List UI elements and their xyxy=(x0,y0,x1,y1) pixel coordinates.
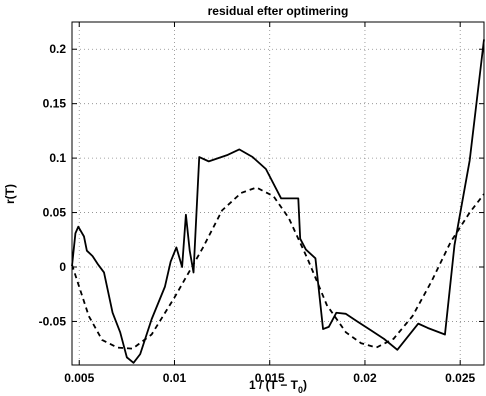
x-tick-label: 0.01 xyxy=(163,371,187,385)
series-layer xyxy=(71,39,485,364)
x-tick-label: 0.02 xyxy=(353,371,377,385)
dashed-series-line xyxy=(71,186,485,350)
solid-series-line xyxy=(71,39,485,364)
y-tick-label: 0 xyxy=(59,260,66,274)
x-axis-label-main: 1 / (T − T xyxy=(249,378,299,392)
x-tick-label: 0.015 xyxy=(255,371,285,385)
y-tick-label: 0.2 xyxy=(49,42,66,56)
y-tick-label: 0.15 xyxy=(43,97,67,111)
x-axis-label: 1 / (T − T0) xyxy=(249,378,307,395)
plot-frame xyxy=(71,21,485,366)
grid xyxy=(72,22,484,365)
ticks: 0.005 0.01 0.015 0.02 0.025 -0.05 0 0.05 0.1 0.15… xyxy=(39,22,484,385)
x-axis-label-subscript: 0 xyxy=(298,385,303,395)
y-tick-label: 0.05 xyxy=(43,206,67,220)
y-tick-label: 0.1 xyxy=(49,151,66,165)
y-axis-label: r(T) xyxy=(3,184,17,204)
chart-title: residual efter optimering xyxy=(208,4,349,18)
x-tick-label: 0.025 xyxy=(445,371,475,385)
x-tick-label: 0.005 xyxy=(64,371,94,385)
y-tick-label: -0.05 xyxy=(39,314,67,328)
x-axis-label-end: ) xyxy=(303,378,307,392)
